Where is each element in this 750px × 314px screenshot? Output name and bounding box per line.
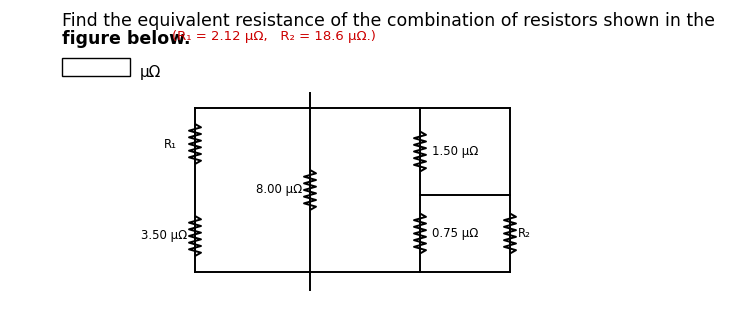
Text: μΩ: μΩ xyxy=(140,65,161,80)
Text: 8.00 μΩ: 8.00 μΩ xyxy=(256,183,302,197)
Text: R₂: R₂ xyxy=(518,227,531,240)
Text: 3.50 μΩ: 3.50 μΩ xyxy=(141,230,187,242)
FancyBboxPatch shape xyxy=(62,58,130,76)
Text: 1.50 μΩ: 1.50 μΩ xyxy=(432,145,478,158)
Text: 0.75 μΩ: 0.75 μΩ xyxy=(432,227,478,240)
Text: figure below.: figure below. xyxy=(62,30,190,48)
Text: Find the equivalent resistance of the combination of resistors shown in the: Find the equivalent resistance of the co… xyxy=(62,12,715,30)
Text: R₁: R₁ xyxy=(164,138,177,150)
Text: (R₁ = 2.12 μΩ,   R₂ = 18.6 μΩ.): (R₁ = 2.12 μΩ, R₂ = 18.6 μΩ.) xyxy=(172,30,376,43)
